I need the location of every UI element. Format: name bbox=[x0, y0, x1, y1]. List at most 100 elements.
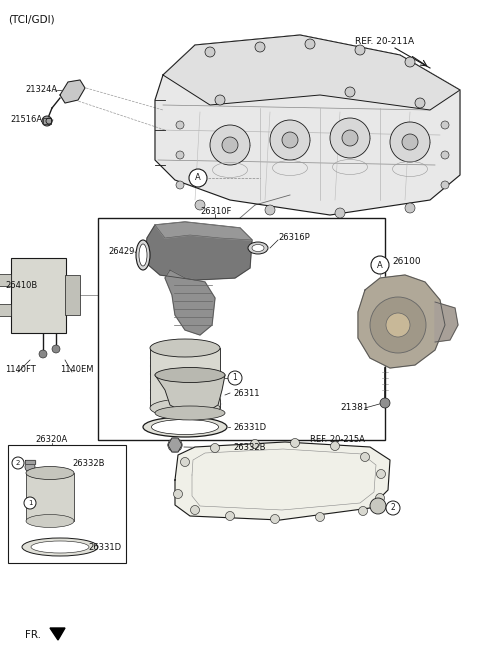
Circle shape bbox=[345, 87, 355, 97]
Circle shape bbox=[342, 130, 358, 146]
Circle shape bbox=[441, 181, 449, 189]
Ellipse shape bbox=[150, 339, 220, 357]
Circle shape bbox=[189, 169, 207, 187]
Circle shape bbox=[370, 498, 386, 514]
Polygon shape bbox=[435, 302, 458, 342]
Circle shape bbox=[191, 506, 200, 514]
Circle shape bbox=[375, 493, 384, 502]
Text: 1: 1 bbox=[233, 373, 238, 382]
Circle shape bbox=[251, 440, 260, 449]
Text: 1: 1 bbox=[28, 500, 32, 506]
Circle shape bbox=[405, 203, 415, 213]
Circle shape bbox=[210, 125, 250, 165]
Circle shape bbox=[265, 205, 275, 215]
Ellipse shape bbox=[26, 514, 74, 527]
Text: 2: 2 bbox=[16, 460, 20, 466]
Text: FR.: FR. bbox=[25, 630, 41, 640]
Polygon shape bbox=[155, 375, 225, 413]
Text: 26429: 26429 bbox=[108, 247, 134, 256]
Circle shape bbox=[380, 398, 390, 408]
Text: 26311: 26311 bbox=[233, 388, 260, 398]
Circle shape bbox=[205, 47, 215, 57]
Circle shape bbox=[315, 512, 324, 522]
Circle shape bbox=[211, 443, 219, 453]
Circle shape bbox=[25, 462, 35, 472]
Circle shape bbox=[52, 345, 60, 353]
Text: 2: 2 bbox=[391, 504, 396, 512]
Circle shape bbox=[330, 118, 370, 158]
Circle shape bbox=[371, 256, 389, 274]
Circle shape bbox=[390, 122, 430, 162]
Polygon shape bbox=[145, 222, 252, 280]
Circle shape bbox=[215, 95, 225, 105]
Text: 21516A: 21516A bbox=[10, 115, 42, 125]
Circle shape bbox=[360, 453, 370, 462]
Circle shape bbox=[176, 121, 184, 129]
Circle shape bbox=[222, 137, 238, 153]
Ellipse shape bbox=[150, 399, 220, 417]
Circle shape bbox=[441, 121, 449, 129]
Ellipse shape bbox=[252, 245, 264, 251]
Text: REF. 20-215A: REF. 20-215A bbox=[310, 436, 365, 445]
Circle shape bbox=[441, 151, 449, 159]
Polygon shape bbox=[155, 75, 460, 215]
Ellipse shape bbox=[22, 538, 98, 556]
Polygon shape bbox=[163, 35, 460, 110]
Polygon shape bbox=[165, 270, 215, 335]
Text: (TCI/GDI): (TCI/GDI) bbox=[8, 14, 55, 24]
Text: 26100: 26100 bbox=[392, 258, 420, 266]
Ellipse shape bbox=[155, 406, 225, 420]
Bar bbox=[8, 445, 126, 563]
Text: REF. 20-211A: REF. 20-211A bbox=[355, 37, 414, 47]
Circle shape bbox=[176, 181, 184, 189]
Text: 1140FT: 1140FT bbox=[5, 365, 36, 375]
Circle shape bbox=[359, 506, 368, 516]
Polygon shape bbox=[358, 275, 445, 368]
Text: 26320A: 26320A bbox=[36, 436, 68, 445]
Ellipse shape bbox=[155, 367, 225, 382]
Circle shape bbox=[168, 438, 182, 452]
Bar bbox=[150, 348, 220, 408]
Bar bbox=[11, 258, 66, 333]
Text: A: A bbox=[377, 260, 383, 270]
Circle shape bbox=[270, 120, 310, 160]
Circle shape bbox=[173, 489, 182, 499]
Text: 26310F: 26310F bbox=[200, 207, 231, 216]
Text: 26332B: 26332B bbox=[233, 443, 265, 453]
Circle shape bbox=[335, 208, 345, 218]
Circle shape bbox=[39, 350, 47, 358]
Text: A: A bbox=[195, 173, 201, 182]
Polygon shape bbox=[175, 442, 390, 520]
Circle shape bbox=[386, 313, 410, 337]
Circle shape bbox=[355, 45, 365, 55]
Polygon shape bbox=[25, 460, 35, 464]
Circle shape bbox=[176, 151, 184, 159]
Circle shape bbox=[386, 501, 400, 515]
Circle shape bbox=[376, 470, 385, 478]
Circle shape bbox=[405, 57, 415, 67]
Circle shape bbox=[305, 39, 315, 49]
Circle shape bbox=[24, 497, 36, 509]
Bar bbox=[26, 473, 74, 521]
Circle shape bbox=[195, 200, 205, 210]
Ellipse shape bbox=[26, 466, 74, 480]
Circle shape bbox=[290, 438, 300, 447]
Bar bbox=[65, 275, 80, 315]
Circle shape bbox=[402, 134, 418, 150]
Text: 26331D: 26331D bbox=[88, 544, 121, 552]
Polygon shape bbox=[60, 80, 85, 103]
Polygon shape bbox=[155, 222, 252, 240]
Text: 26410B: 26410B bbox=[5, 281, 37, 289]
Text: 26331D: 26331D bbox=[233, 422, 266, 432]
Ellipse shape bbox=[248, 242, 268, 254]
Circle shape bbox=[415, 98, 425, 108]
Bar bbox=[98, 218, 385, 440]
Polygon shape bbox=[155, 35, 460, 215]
Circle shape bbox=[331, 441, 339, 451]
Circle shape bbox=[282, 132, 298, 148]
Circle shape bbox=[271, 514, 279, 523]
Text: 1140EM: 1140EM bbox=[60, 365, 94, 375]
Bar bbox=[0, 274, 11, 286]
Circle shape bbox=[226, 512, 235, 520]
Bar bbox=[43, 118, 51, 124]
